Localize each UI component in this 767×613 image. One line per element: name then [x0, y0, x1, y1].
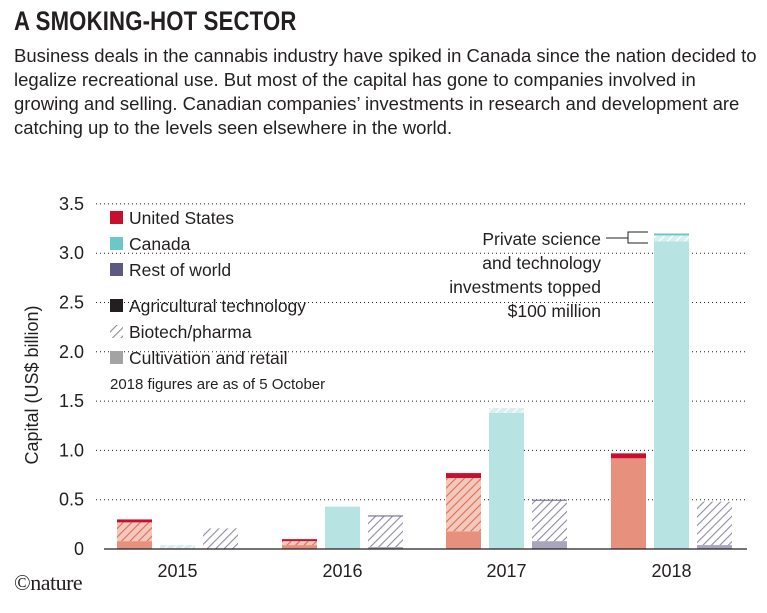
bar-canada-biotech-2017 [489, 408, 524, 413]
gridlines [96, 203, 747, 501]
bar-rest-of-world-agtech-2017 [532, 499, 567, 501]
bar-united-states-agtech-2018 [611, 453, 646, 459]
y-tick-label: 3.5 [59, 194, 84, 214]
bar-canada-biotech-2015 [160, 545, 195, 549]
bar-rest-of-world-biotech-2018 [697, 501, 732, 546]
x-tick-label: 2018 [651, 561, 691, 581]
y-tick-label: 1.5 [59, 391, 84, 411]
x-tick-labels: 2015 2016 2017 2018 [157, 561, 691, 581]
y-tick-label: 0.5 [59, 490, 84, 510]
y-tick-labels: 0 0.5 1.0 1.5 2.0 2.5 3.0 3.5 [59, 194, 84, 559]
legend-label-rest-of-world: Rest of world [129, 260, 231, 280]
legend-swatch-biotech [110, 325, 123, 338]
bar-rest-of-world-cultivation-2017 [532, 541, 567, 549]
bar-united-states-cultivation-2015 [117, 541, 152, 549]
legend-label-biotech: Biotech/pharma [129, 322, 252, 342]
legend-swatch-united-states [110, 211, 123, 224]
annotation-line-2: and technology [482, 253, 601, 273]
bar-united-states-agtech-2016 [282, 539, 317, 542]
y-tick-label: 2.5 [59, 293, 84, 313]
legend-swatch-agtech [110, 299, 123, 312]
bar-united-states-cultivation-2017 [446, 531, 481, 549]
legend-label-cultivation: Cultivation and retail [129, 348, 288, 368]
y-tick-label: 1.0 [59, 440, 84, 460]
legend-swatch-canada [110, 237, 123, 250]
y-tick-label: 2.0 [59, 342, 84, 362]
legend-swatch-cultivation [110, 351, 123, 364]
bar-canada-cultivation-2018 [654, 241, 689, 550]
bar-rest-of-world-biotech-2017 [532, 500, 567, 542]
chart-subtitle: Business deals in the cannabis industry … [14, 45, 757, 138]
bars [117, 233, 732, 550]
bar-canada-agtech-2018 [654, 233, 689, 236]
bar-united-states-biotech-2016 [282, 541, 317, 546]
annotation-line-3: investments topped [449, 277, 601, 297]
legend-swatch-rest-of-world [110, 263, 123, 276]
bar-united-states-cultivation-2018 [611, 458, 646, 549]
bar-canada-cultivation-2017 [489, 412, 524, 549]
annotation-bracket [627, 231, 648, 244]
annotation: Private science and technology investmen… [449, 229, 648, 321]
bar-united-states-cultivation-2016 [282, 545, 317, 549]
bar-rest-of-world-agtech-2016 [368, 515, 403, 517]
x-tick-label: 2016 [322, 561, 362, 581]
y-axis-label: Capital (US$ billion) [22, 305, 42, 464]
bar-canada-biotech-2018 [654, 235, 689, 242]
bar-united-states-biotech-2017 [446, 478, 481, 532]
legend-label-canada: Canada [129, 234, 191, 254]
bar-united-states-agtech-2017 [446, 473, 481, 479]
x-tick-label: 2015 [157, 561, 197, 581]
x-tick-label: 2017 [486, 561, 526, 581]
bar-rest-of-world-cultivation-2016 [368, 547, 403, 549]
bar-united-states-agtech-2015 [117, 519, 152, 523]
legend-note: 2018 figures are as of 5 October [110, 376, 325, 393]
y-tick-label: 3.0 [59, 243, 84, 263]
legend-label-agtech: Agricultural technology [129, 296, 306, 316]
bar-canada-cultivation-2016 [325, 506, 360, 549]
annotation-line-4: $100 million [508, 301, 601, 321]
nature-logo: ©nature [14, 570, 83, 595]
legend: United States Canada Rest of world Agric… [110, 208, 325, 393]
bar-rest-of-world-biotech-2016 [368, 516, 403, 548]
chart-title: A SMOKING-HOT SECTOR [14, 6, 297, 36]
bar-rest-of-world-cultivation-2018 [697, 545, 732, 549]
legend-label-united-states: United States [129, 208, 234, 228]
bar-rest-of-world-biotech-2015 [203, 528, 238, 549]
annotation-line-1: Private science [482, 229, 601, 249]
y-tick-label: 0 [74, 539, 84, 559]
bar-united-states-biotech-2015 [117, 522, 152, 542]
